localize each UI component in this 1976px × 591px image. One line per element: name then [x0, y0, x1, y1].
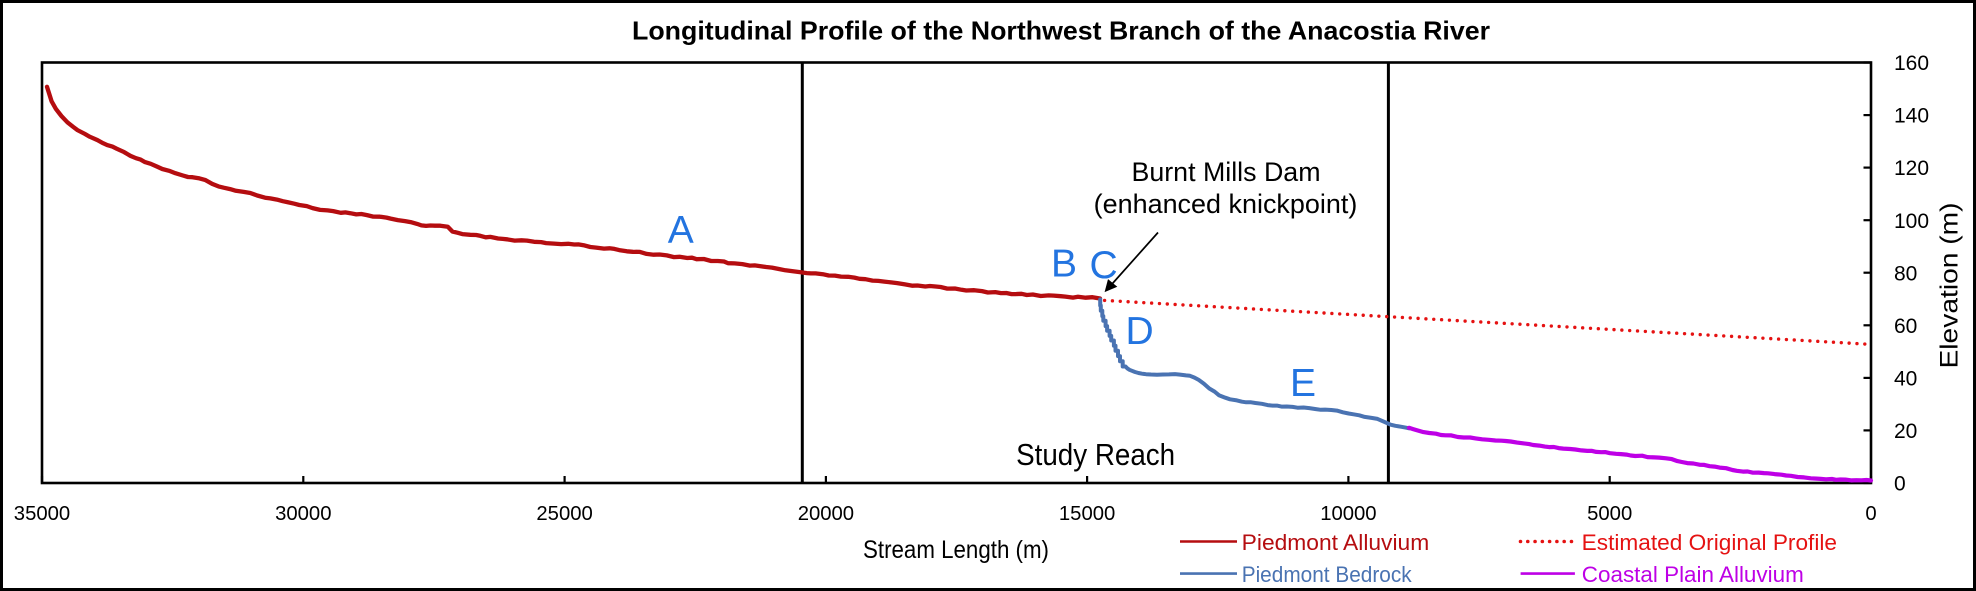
svg-text:0: 0: [1894, 473, 1906, 496]
svg-text:20: 20: [1894, 420, 1917, 443]
svg-text:160: 160: [1894, 52, 1929, 75]
svg-text:100: 100: [1894, 210, 1929, 233]
svg-text:Stream Length (m): Stream Length (m): [863, 536, 1049, 564]
svg-text:35000: 35000: [14, 503, 70, 525]
svg-text:Burnt Mills Dam: Burnt Mills Dam: [1132, 157, 1321, 187]
svg-text:10000: 10000: [1320, 503, 1376, 525]
svg-text:25000: 25000: [536, 503, 592, 525]
svg-text:120: 120: [1894, 157, 1929, 180]
svg-text:Longitudinal Profile of the No: Longitudinal Profile of the Northwest Br…: [632, 16, 1490, 46]
svg-text:5000: 5000: [1587, 503, 1632, 525]
svg-text:60: 60: [1894, 315, 1917, 338]
svg-text:Elevation (m): Elevation (m): [1936, 203, 1964, 369]
svg-text:C: C: [1090, 244, 1118, 287]
svg-text:80: 80: [1894, 262, 1917, 285]
svg-text:Piedmont Alluvium: Piedmont Alluvium: [1242, 530, 1430, 555]
svg-text:(enhanced knickpoint): (enhanced knickpoint): [1094, 189, 1358, 219]
svg-text:Piedmont Bedrock: Piedmont Bedrock: [1242, 562, 1413, 587]
svg-text:20000: 20000: [798, 503, 854, 525]
svg-text:E: E: [1290, 362, 1316, 405]
svg-text:Coastal Plain Alluvium: Coastal Plain Alluvium: [1582, 562, 1804, 587]
svg-text:B: B: [1051, 243, 1077, 286]
svg-text:Estimated Original Profile: Estimated Original Profile: [1582, 530, 1837, 555]
svg-text:15000: 15000: [1059, 503, 1115, 525]
svg-text:40: 40: [1894, 368, 1917, 391]
svg-text:30000: 30000: [275, 503, 331, 525]
svg-text:0: 0: [1865, 503, 1876, 525]
svg-text:140: 140: [1894, 105, 1929, 128]
svg-text:D: D: [1126, 310, 1154, 353]
svg-text:A: A: [668, 209, 694, 252]
svg-text:Study Reach: Study Reach: [1016, 437, 1175, 472]
